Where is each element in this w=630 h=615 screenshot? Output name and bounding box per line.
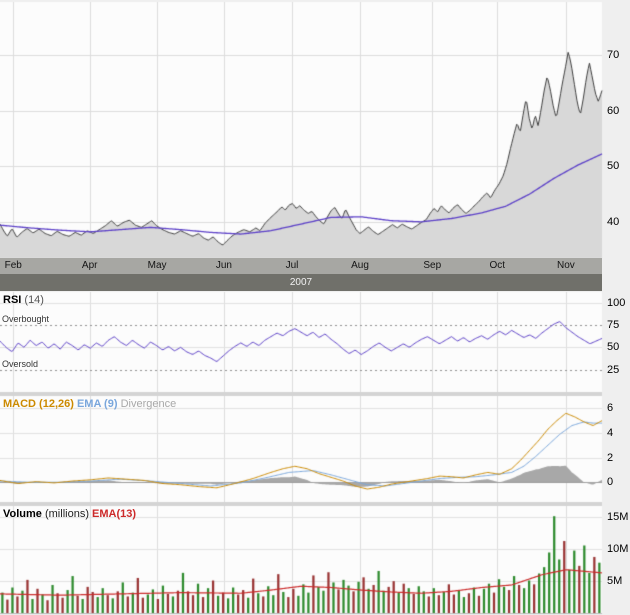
- x-axis-year-band: 2007: [0, 274, 602, 291]
- x-axis-month-label: Jun: [215, 260, 232, 271]
- y-axis-tick-label: 4: [607, 426, 614, 439]
- y-axis-tick-label: 6: [607, 402, 614, 415]
- y-axis-tick-label: 25: [607, 363, 620, 376]
- y-axis-tick-label: 15M: [607, 511, 629, 524]
- y-axis-tick-label: 5M: [607, 575, 623, 588]
- y-axis-tick-label: 100: [607, 296, 626, 309]
- y-axis-tick-label: 40: [607, 215, 620, 228]
- year-label: 2007: [289, 277, 313, 288]
- y-axis-tick-label: 10M: [607, 543, 629, 556]
- x-axis-month-label: Aug: [351, 260, 369, 271]
- macd-title: MACD (12,26): [3, 398, 74, 410]
- x-axis-month-label: Sep: [423, 260, 442, 271]
- rsi-title: RSI: [3, 294, 22, 306]
- y-axis-tick-label: 50: [607, 341, 620, 354]
- oversold-label: Oversold: [2, 358, 39, 369]
- y-axis-tick-label: 70: [607, 48, 620, 61]
- rsi-params: (14): [24, 294, 44, 306]
- y-axis-tick-label: 0: [607, 476, 614, 489]
- x-axis-month-label: Nov: [556, 260, 575, 271]
- volume-units-label: (millions): [44, 508, 89, 520]
- x-axis-month-label: Feb: [4, 260, 22, 271]
- y-axis-tick-label: 50: [607, 160, 620, 173]
- y-axis-tick-label: 2: [607, 451, 614, 464]
- volume-panel-header: Volume (millions) EMA(13): [3, 508, 136, 520]
- macd-panel-header: MACD (12,26) EMA (9) Divergence: [3, 398, 176, 410]
- x-axis-month-label: Apr: [81, 260, 98, 271]
- x-axis-month-band: Feb Apr May Jun Jul Aug Sep Oct Nov: [0, 258, 602, 274]
- overbought-label: Overbought: [2, 314, 50, 325]
- y-axis-tick-label: 75: [607, 319, 620, 332]
- macd-ema-label: EMA (9): [76, 398, 118, 410]
- volume-title: Volume: [3, 508, 42, 520]
- x-axis-month-label: May: [147, 260, 167, 271]
- macd-divergence-label: Divergence: [120, 398, 177, 410]
- y-axis-tick-label: 60: [607, 104, 620, 117]
- volume-ema-label: EMA(13): [92, 508, 137, 520]
- rsi-panel-header: RSI (14): [3, 294, 44, 306]
- x-axis-month-label: Jul: [285, 260, 299, 271]
- x-axis-month-label: Oct: [489, 260, 506, 271]
